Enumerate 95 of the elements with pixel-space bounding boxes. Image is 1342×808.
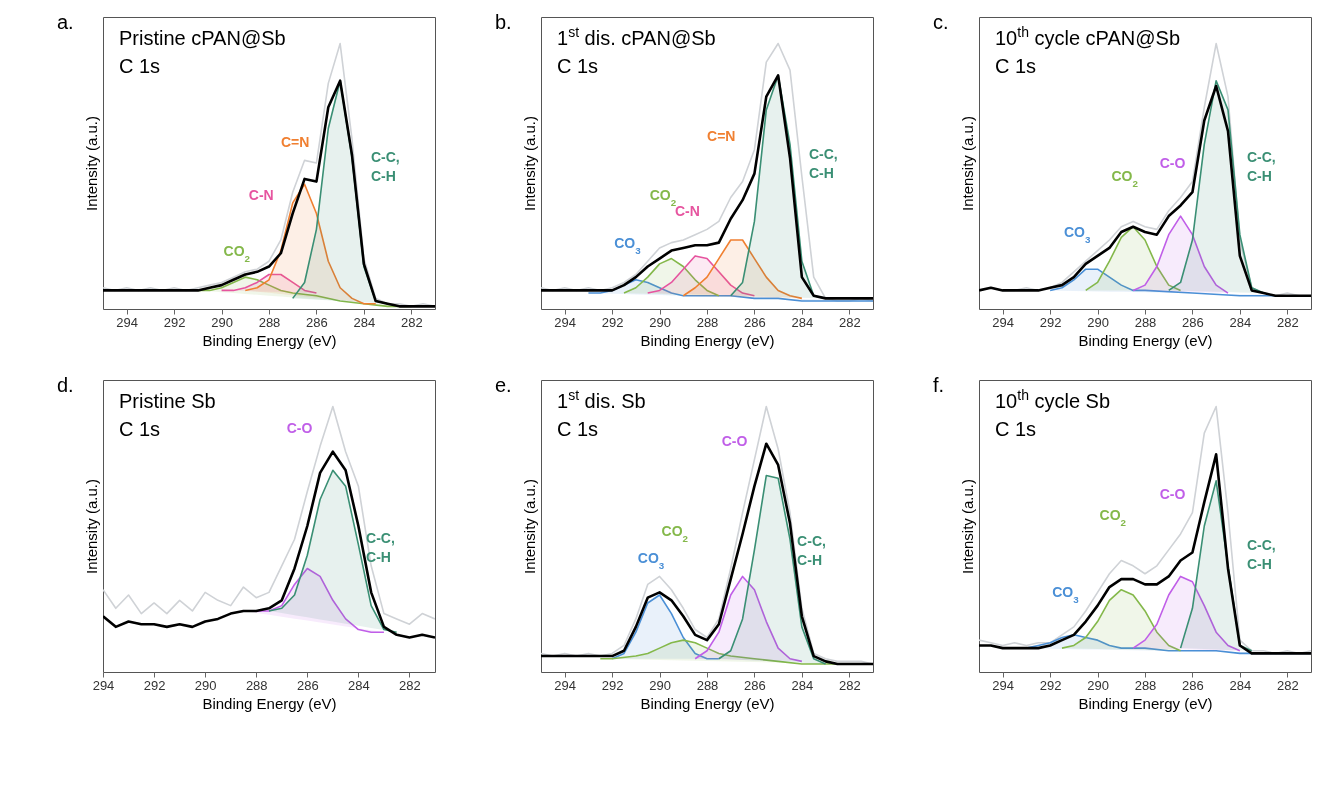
x-tick-label: 284 <box>791 314 814 330</box>
text: C-N <box>248 186 274 203</box>
x-tick-label: 288 <box>258 314 281 330</box>
x-tick-label: 294 <box>92 677 115 693</box>
chart-title: Pristine Sb <box>119 390 216 412</box>
text: C-N <box>675 202 700 219</box>
text: C-O <box>1159 486 1186 503</box>
x-tick-label: 294 <box>554 314 577 330</box>
text: f. <box>933 374 945 396</box>
x-tick-label: 288 <box>1134 677 1157 693</box>
x-tick-label: 284 <box>791 677 814 693</box>
x-tick-label: 290 <box>1087 677 1109 693</box>
y-axis-title: Intensity (a.u.) <box>520 478 538 575</box>
x-tick-label: 284 <box>1229 314 1252 330</box>
series-label: C-C, C-H <box>366 529 395 565</box>
x-axis-title: Binding Energy (eV) <box>1078 694 1213 712</box>
x-tick-label: 292 <box>601 314 624 330</box>
x-axis-title: Binding Energy (eV) <box>202 694 337 712</box>
text: b. <box>495 11 512 33</box>
x-tick-label: 290 <box>1087 314 1109 330</box>
x-tick-label: 282 <box>400 314 423 330</box>
series-label: C-C, C-H <box>808 145 838 181</box>
x-tick-label: 292 <box>1039 677 1062 693</box>
x-tick-label: 282 <box>1276 677 1299 693</box>
text: C 1s <box>995 418 1037 440</box>
chart-title: 1$^{st}$ dis. cPAN@Sb <box>557 24 716 49</box>
x-axis-title: Binding Energy (eV) <box>202 331 337 349</box>
text: C-O <box>721 433 748 450</box>
x-tick-label: 292 <box>143 677 166 693</box>
series-label: CO$_{2}$ <box>223 242 251 264</box>
text: d. <box>57 374 74 396</box>
x-tick-label: 286 <box>1182 677 1204 693</box>
text: CO$_{2}$ <box>1111 168 1139 189</box>
chart-title: 10$^{th}$ cycle cPAN@Sb <box>995 24 1181 49</box>
series-label: C-C, C-H <box>1246 536 1276 572</box>
y-axis-title: Intensity (a.u.) <box>520 115 538 212</box>
x-tick-label: 286 <box>744 314 766 330</box>
series-label: CO$_{3}$ <box>614 234 642 256</box>
x-tick-label: 286 <box>296 677 319 693</box>
chart-title: 1$^{st}$ dis. Sb <box>557 387 646 412</box>
x-axis-title: Binding Energy (eV) <box>1078 331 1213 349</box>
series-label: C-C, C-H <box>797 533 826 569</box>
x-tick-label: 292 <box>601 677 624 693</box>
x-tick-label: 294 <box>116 314 139 330</box>
y-axis-title: Intensity (a.u.) <box>958 478 976 575</box>
x-tick-label: 282 <box>838 677 861 693</box>
x-tick-label: 290 <box>194 677 217 693</box>
text: C 1s <box>119 418 161 440</box>
x-tick-label: 284 <box>353 314 376 330</box>
x-tick-label: 282 <box>399 677 421 693</box>
text: e. <box>495 374 512 396</box>
text: C=N <box>280 133 310 150</box>
chart-title: Pristine cPAN@Sb <box>119 27 286 49</box>
text: C 1s <box>995 55 1037 77</box>
x-tick-label: 292 <box>1039 314 1062 330</box>
chart-title: 10$^{th}$ cycle Sb <box>995 387 1111 412</box>
x-tick-label: 288 <box>1134 314 1157 330</box>
text: C-O <box>286 419 313 436</box>
x-tick-label: 284 <box>348 677 370 693</box>
text: CO$_{2}$ <box>661 523 689 544</box>
text: C 1s <box>119 55 161 77</box>
series-label: C-C, C-H <box>1246 149 1276 185</box>
x-tick-label: 294 <box>992 314 1015 330</box>
text: CO$_{2}$ <box>1099 507 1127 528</box>
x-tick-label: 284 <box>1229 677 1252 693</box>
x-tick-label: 286 <box>306 314 328 330</box>
x-tick-label: 292 <box>163 314 186 330</box>
x-tick-label: 288 <box>696 314 719 330</box>
text: C=N <box>707 128 736 145</box>
series-label: C-C, C-H <box>370 149 400 185</box>
text: a. <box>57 11 74 33</box>
x-tick-label: 286 <box>744 677 766 693</box>
text: c. <box>933 11 949 33</box>
series-label: CO$_{3}$ <box>1064 223 1091 245</box>
y-axis-title: Intensity (a.u.) <box>82 115 100 212</box>
text: C-O <box>1159 154 1186 171</box>
x-axis-title: Binding Energy (eV) <box>640 331 775 349</box>
x-tick-label: 290 <box>211 314 233 330</box>
x-tick-label: 288 <box>696 677 719 693</box>
x-tick-label: 290 <box>649 314 671 330</box>
x-tick-label: 282 <box>838 314 861 330</box>
x-axis-title: Binding Energy (eV) <box>640 694 775 712</box>
text: C 1s <box>557 55 599 77</box>
x-tick-label: 286 <box>1182 314 1204 330</box>
text: CO$_{2}$ <box>649 186 677 208</box>
x-tick-label: 294 <box>554 677 577 693</box>
x-tick-label: 282 <box>1276 314 1299 330</box>
x-tick-label: 294 <box>992 677 1015 693</box>
y-axis-title: Intensity (a.u.) <box>958 115 976 212</box>
y-axis-title: Intensity (a.u.) <box>82 478 100 575</box>
text: CO$_{3}$ <box>1052 584 1080 605</box>
x-tick-label: 290 <box>649 677 671 693</box>
x-tick-label: 288 <box>245 677 268 693</box>
series-label: CO$_{3}$ <box>637 549 665 571</box>
text: C 1s <box>557 418 599 440</box>
